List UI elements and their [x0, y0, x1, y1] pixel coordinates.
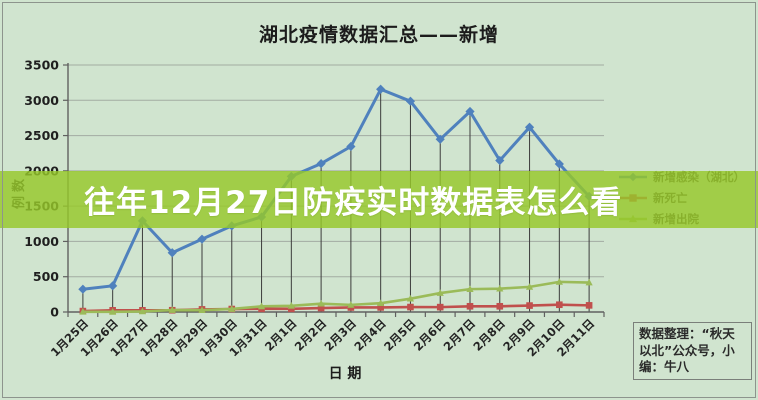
data-point-marker [138, 307, 147, 315]
data-point-marker [525, 283, 534, 290]
data-point-marker [496, 284, 504, 292]
data-point-marker [377, 299, 385, 307]
data-point-marker [228, 305, 236, 312]
x-category-label: 2月7日 [441, 316, 478, 353]
data-point-marker [317, 304, 325, 312]
data-point-marker [436, 289, 444, 296]
data-point-marker [495, 155, 505, 166]
data-point-marker [585, 278, 593, 286]
watermark-banner: 往年12月27日防疫实时数据表怎么看 [0, 171, 758, 228]
y-tick-label: 1000 [24, 234, 59, 249]
data-point-marker [288, 305, 295, 313]
data-point-marker [316, 158, 326, 169]
data-point-marker [78, 284, 88, 294]
data-point-marker [347, 301, 355, 308]
data-point-marker [406, 294, 415, 302]
watermark-title: 往年12月27日防疫实时数据表怎么看 [84, 185, 623, 221]
data-point-marker [466, 285, 474, 292]
x-category-label: 2月2日 [292, 316, 329, 353]
data-point-marker [257, 302, 266, 310]
data-point-marker [524, 122, 535, 132]
y-tick-label: 3500 [24, 58, 59, 73]
y-tick-label: 3000 [24, 93, 59, 108]
data-point-marker [555, 278, 563, 285]
x-axis-title: 日 期 [328, 366, 362, 382]
data-point-marker [585, 302, 593, 309]
data-point-marker [405, 96, 416, 106]
data-point-marker [168, 306, 176, 313]
data-point-marker [317, 299, 325, 307]
data-point-marker [346, 141, 356, 152]
x-category-label: 2月5日 [381, 316, 418, 353]
data-point-marker [287, 301, 295, 309]
data-point-marker [167, 248, 177, 258]
y-tick-label: 2500 [24, 128, 59, 143]
data-point-marker [197, 234, 207, 244]
x-category-label: 2月4日 [351, 316, 388, 353]
data-point-marker [556, 301, 563, 309]
data-point-marker [377, 304, 384, 311]
data-point-marker [407, 303, 414, 311]
data-point-marker [79, 307, 87, 315]
data-point-marker [436, 303, 444, 311]
x-category-label: 2月1日 [262, 316, 299, 353]
data-point-marker [466, 302, 474, 310]
x-category-label: 2月6日 [411, 316, 448, 353]
y-tick-label: 0 [50, 305, 59, 320]
data-point-marker [526, 302, 533, 309]
source-note-text: 数据整理：“秋天以北”公众号，小编：牛八 [639, 326, 735, 374]
data-point-marker [554, 159, 564, 169]
data-point-marker [376, 84, 386, 94]
data-point-marker [465, 106, 475, 117]
data-point-marker [435, 134, 445, 144]
chart-title: 湖北疫情数据汇总——新增 [258, 24, 499, 46]
source-note: 数据整理：“秋天以北”公众号，小编：牛八 [633, 322, 752, 380]
series-line-0 [81, 87, 591, 291]
y-tick-label: 500 [33, 269, 59, 284]
data-point-marker [198, 306, 206, 314]
data-point-marker [109, 308, 117, 315]
data-point-marker [496, 302, 504, 310]
data-point-marker [108, 281, 118, 291]
x-category-label: 2月8日 [470, 316, 507, 353]
x-category-label: 2月3日 [322, 316, 359, 353]
series-line-2 [81, 280, 591, 314]
